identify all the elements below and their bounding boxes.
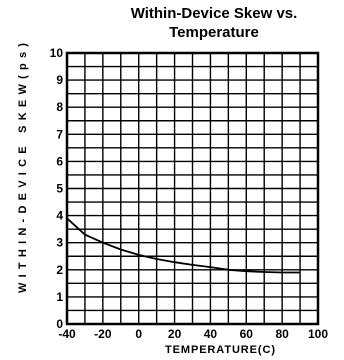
- y-tick-label: 4: [56, 209, 63, 223]
- y-tick-label: 7: [56, 127, 63, 141]
- x-tick-label: 0: [135, 327, 142, 341]
- series-layer: [66, 217, 301, 274]
- x-axis-label: TEMPERATURE(C): [165, 344, 275, 356]
- y-tick-labels: 0 1 2 3 4 5 6 7 8 9 10: [50, 46, 64, 331]
- chart-title-line-1: Within-Device Skew vs.: [131, 5, 298, 22]
- x-tick-label: 40: [204, 327, 218, 341]
- x-tick-label: 60: [240, 327, 254, 341]
- x-tick-label: 100: [308, 327, 328, 341]
- y-tick-label: 3: [56, 236, 63, 250]
- y-tick-label: 10: [50, 46, 64, 60]
- y-tick-label: 0: [56, 317, 63, 331]
- y-tick-label: 2: [56, 263, 63, 277]
- y-tick-label: 1: [56, 290, 63, 304]
- x-tick-label: -40: [58, 327, 76, 341]
- grid-lines: [66, 52, 319, 325]
- y-axis-label: WITHIN-DEVICE SKEW(ps): [17, 43, 29, 293]
- series-line: [66, 217, 301, 274]
- plot-frame: [65, 51, 320, 326]
- x-tick-label: 80: [275, 327, 289, 341]
- y-tick-label: 5: [56, 182, 63, 196]
- x-tick-label: 20: [168, 327, 182, 341]
- x-tick-labels: -40 -20 0 20 40 60 80 100: [58, 327, 328, 341]
- y-tick-label: 9: [56, 73, 63, 87]
- y-tick-label: 6: [56, 154, 63, 168]
- y-tick-label: 8: [56, 100, 63, 114]
- chart-title-line-2: Temperature: [169, 24, 259, 41]
- x-tick-label: -20: [94, 327, 112, 341]
